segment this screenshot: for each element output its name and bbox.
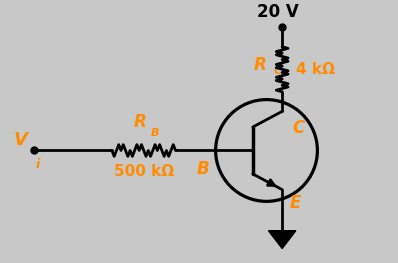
Polygon shape xyxy=(269,231,296,249)
Text: C: C xyxy=(273,66,281,76)
Text: C: C xyxy=(292,119,304,137)
Text: 500 kΩ: 500 kΩ xyxy=(114,164,174,179)
Text: E: E xyxy=(290,194,301,211)
Text: B: B xyxy=(197,160,210,178)
Text: i: i xyxy=(35,158,40,171)
Text: B: B xyxy=(150,128,159,138)
Text: V: V xyxy=(14,130,28,149)
Text: 20 V: 20 V xyxy=(258,3,299,21)
Text: R: R xyxy=(133,113,146,131)
Text: 4 kΩ: 4 kΩ xyxy=(296,62,335,77)
Text: R: R xyxy=(254,56,267,74)
